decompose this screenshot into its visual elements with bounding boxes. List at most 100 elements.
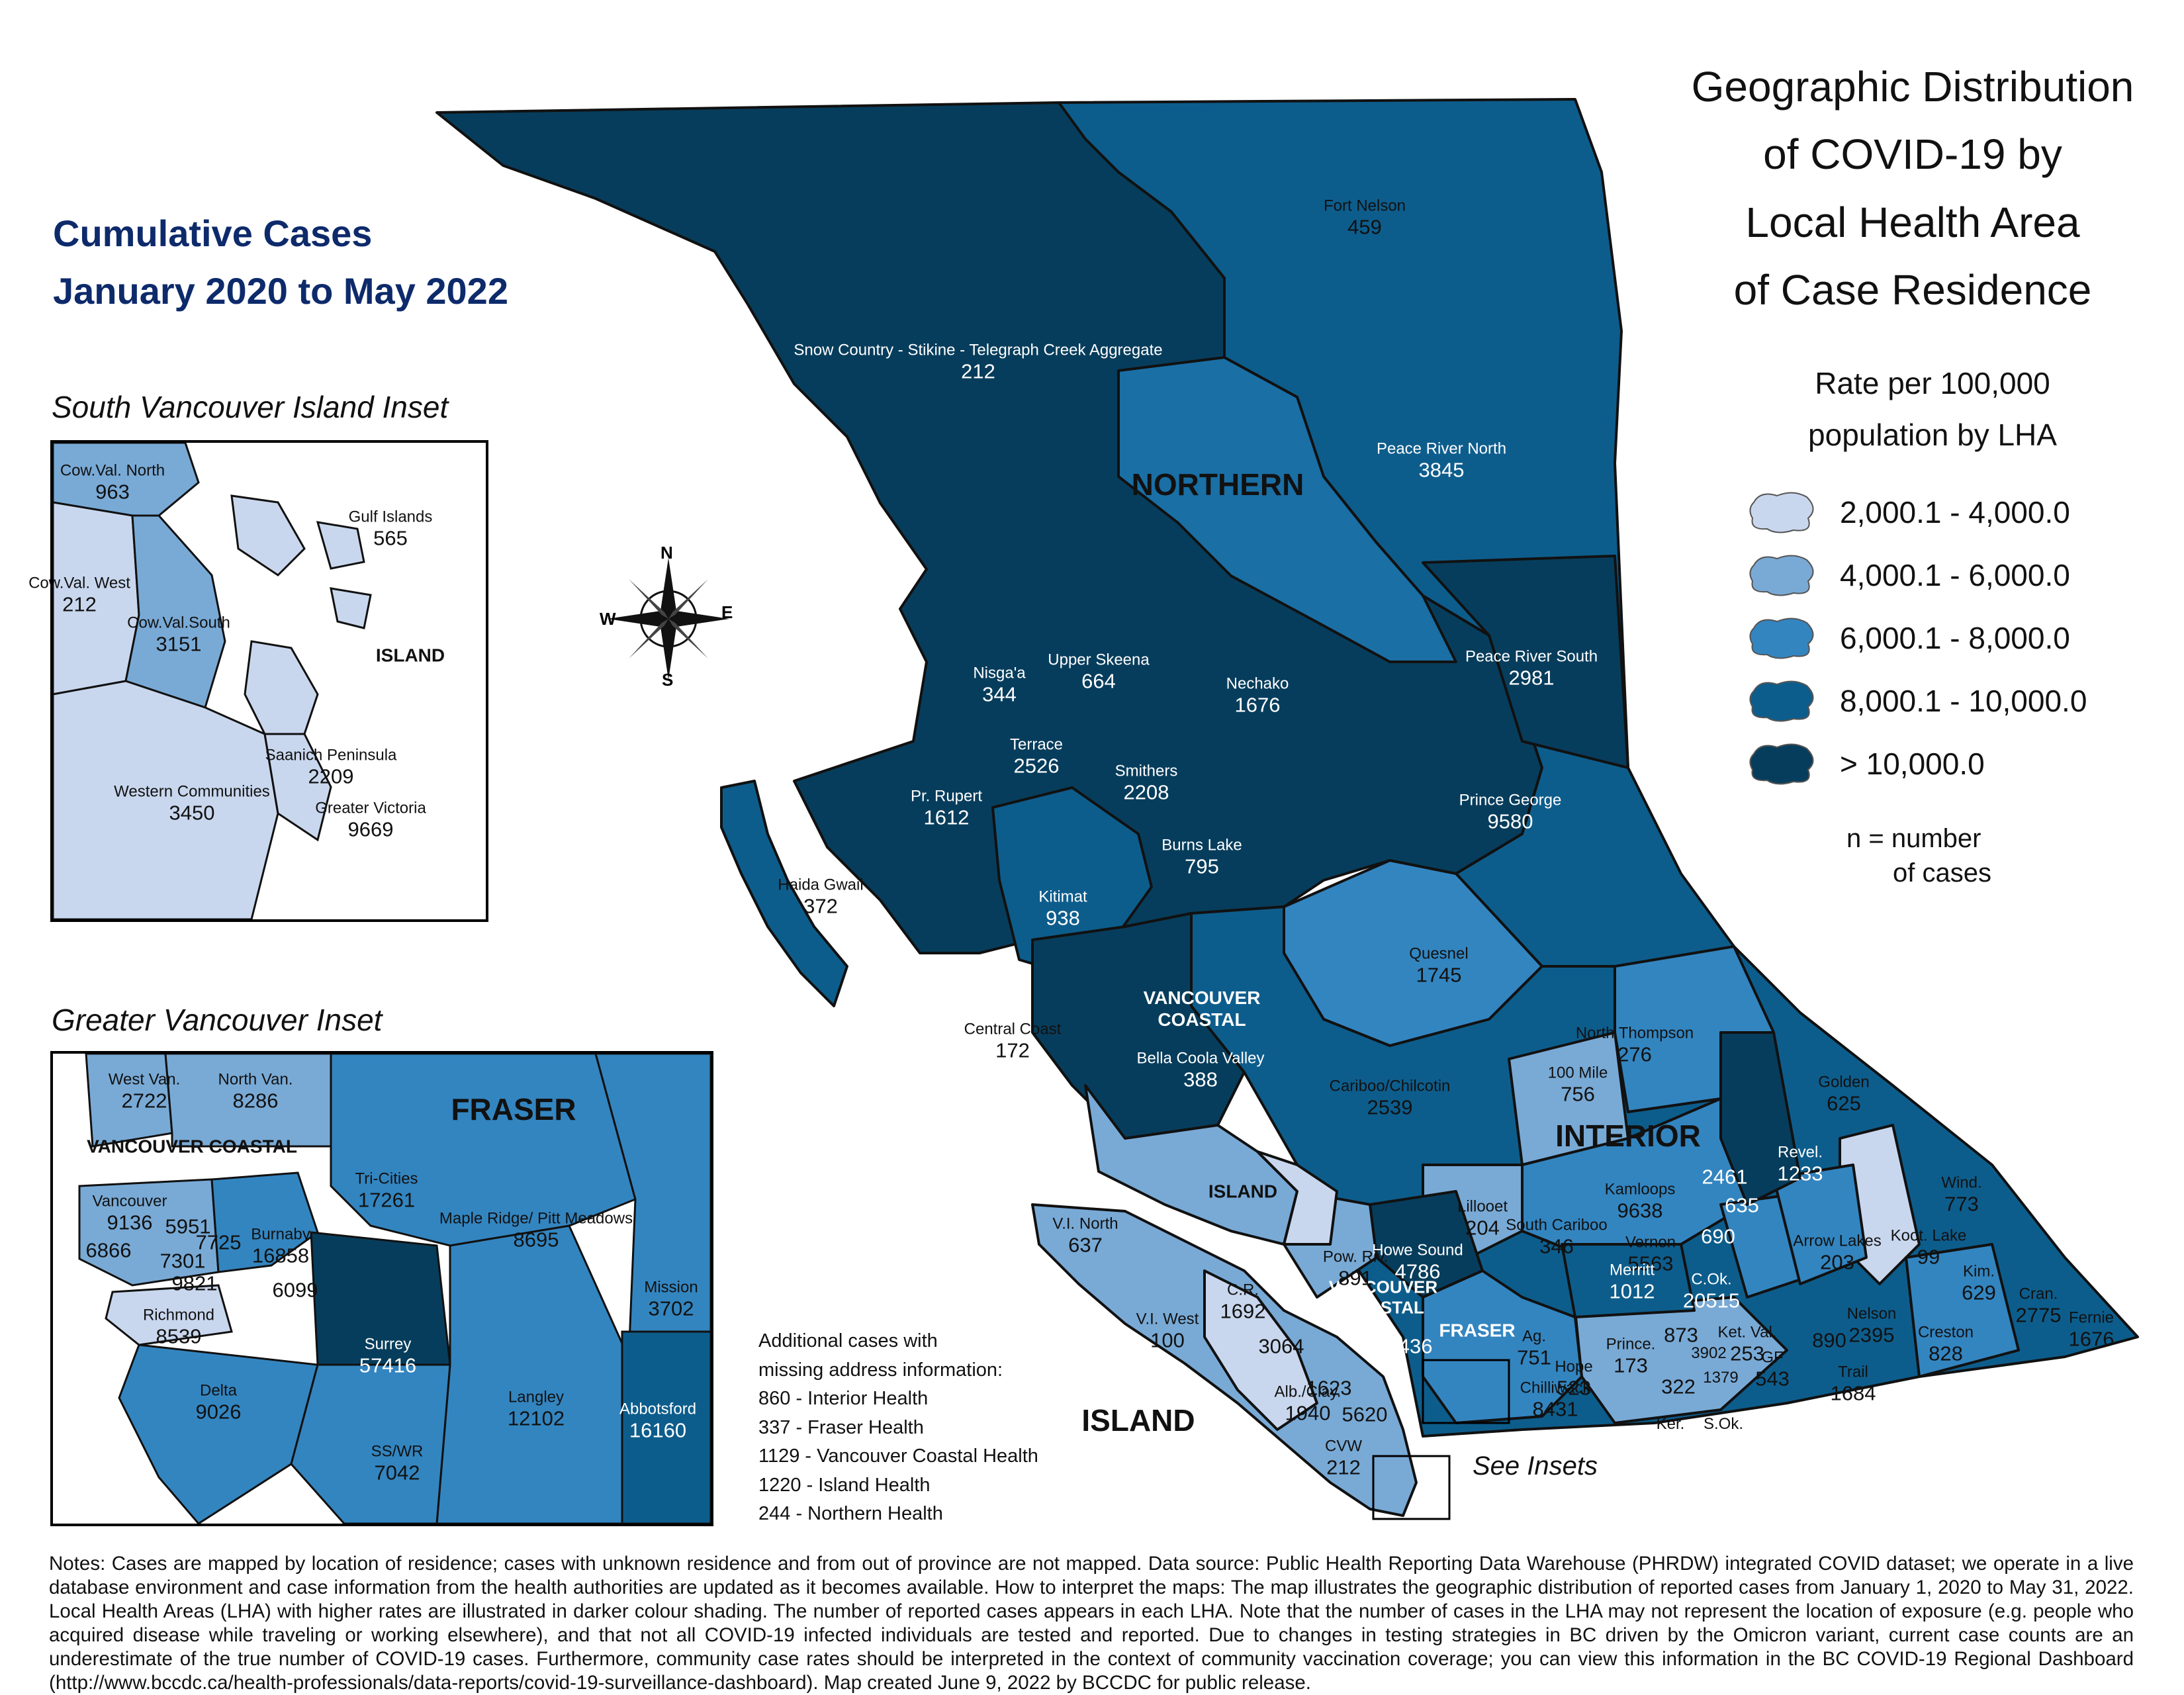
additional-heading-2: missing address information: <box>758 1359 1003 1381</box>
lha-label: Quesnel 1745 <box>1409 945 1468 988</box>
ha-label-interior: INTERIOR <box>1555 1118 1701 1153</box>
title-line-1: Geographic Distribution <box>1691 63 2134 111</box>
lha-name: Creston <box>1917 1323 1974 1342</box>
gv-area-label: Langley 12102 <box>508 1389 565 1432</box>
lha-cases: 1940 <box>1285 1401 1331 1425</box>
lha-label: Upper Skeena 664 <box>1048 651 1149 694</box>
lha-name: Kamloops <box>1604 1180 1676 1199</box>
gv-area-label: Delta 9026 <box>196 1382 242 1425</box>
lha-cases: 756 <box>1561 1082 1595 1106</box>
lha-name: Cariboo/Chilcotin <box>1329 1077 1451 1095</box>
gv-area-name: Burnaby <box>251 1225 310 1244</box>
gv-fraser-label: FRASER <box>451 1091 576 1126</box>
lha-name: North Thompson <box>1575 1024 1694 1042</box>
map-title: Geographic Distribution of COVID-19 by L… <box>1641 53 2184 324</box>
lha-cases: 346 <box>1539 1234 1574 1258</box>
gv-area-name: Vancouver <box>92 1192 167 1211</box>
lha-cases: 9580 <box>1487 809 1533 833</box>
lha-count: 3064 <box>1258 1334 1304 1358</box>
svi-area-name: Cow.Val. West <box>28 574 130 592</box>
legend-item: 6,000.1 - 8,000.0 <box>1747 606 2118 669</box>
additional-row: 244 - Northern Health <box>758 1503 943 1524</box>
gv-vancouver-coastal-label: VANCOUVER COASTAL <box>87 1136 297 1157</box>
legend-swatch <box>1749 680 1814 722</box>
compass-w: W <box>600 609 616 629</box>
gv-area-label: Mission 3702 <box>644 1279 698 1322</box>
lha-cases: 637 <box>1068 1233 1103 1257</box>
lha-label: Peace River South 2981 <box>1465 648 1598 691</box>
lha-name: Prince. <box>1606 1335 1656 1353</box>
lha-label: Fernie 1676 <box>2069 1309 2115 1352</box>
gv-subarea-count: 6099 <box>272 1278 318 1302</box>
n-note-line-2: of cases <box>1893 858 1991 888</box>
lha-name: Peace River North <box>1376 439 1507 458</box>
gv-area-name: Richmond <box>142 1306 215 1324</box>
inset-box-vancouver <box>1422 1359 1510 1424</box>
lha-name: Smithers <box>1115 762 1178 780</box>
region-revelstoke <box>1719 1031 1801 1206</box>
gv-area-name: Mission <box>644 1278 698 1297</box>
lha-name: Fernie <box>2068 1308 2115 1327</box>
gv-area-label: North Van. 8286 <box>218 1071 293 1114</box>
lha-label: Golden 625 <box>1818 1074 1869 1117</box>
lha-cases: 1684 <box>1830 1381 1876 1405</box>
lha-name: Prince George <box>1459 791 1562 809</box>
svi-area-label: Cow.Val.South 3151 <box>127 614 230 657</box>
svi-area-name: Gulf Islands <box>348 508 433 526</box>
lha-label: Fort Nelson 459 <box>1324 197 1406 240</box>
gv-subarea-count: 9821 <box>171 1271 218 1295</box>
gv-area-cases: 9136 <box>107 1211 153 1234</box>
lha-cases: 828 <box>1929 1342 1963 1365</box>
svi-area-cases: 3450 <box>169 801 215 825</box>
lha-name: 100 Mile <box>1547 1064 1608 1082</box>
legend-swatch <box>1749 618 1814 659</box>
lha-cases: 9638 <box>1617 1199 1663 1222</box>
lha-name: Quesnel <box>1409 944 1469 963</box>
gv-area-cases: 17261 <box>357 1188 416 1212</box>
gv-area-label: SS/WR 7042 <box>371 1443 424 1486</box>
lha-label: Merritt 1012 <box>1610 1261 1655 1305</box>
lha-label: C.R. 1692 <box>1220 1281 1266 1324</box>
region-peace-river-north <box>1117 356 1457 663</box>
gv-area-label: Richmond 8539 <box>143 1306 214 1350</box>
lha-label: Prince George 9580 <box>1459 792 1562 835</box>
lha-label: C.Ok. 20515 <box>1683 1271 1740 1314</box>
lha-label: Kamloops 9638 <box>1605 1181 1676 1224</box>
gv-area-name: SS/WR <box>371 1442 424 1461</box>
legend-item: 8,000.1 - 10,000.0 <box>1747 669 2118 732</box>
additional-heading-1: Additional cases with <box>758 1330 938 1351</box>
lha-label: Chilliwack 8431 <box>1520 1379 1591 1422</box>
svi-area-cases: 2209 <box>308 764 354 788</box>
lha-cases: 1692 <box>1220 1299 1266 1323</box>
lha-cases: 523 <box>1557 1376 1591 1400</box>
compass-s: S <box>662 670 674 690</box>
lha-label: Koot. Lake 99 <box>1891 1227 1967 1270</box>
gv-area-cases: 16160 <box>629 1418 687 1442</box>
lha-name: Revel. <box>1777 1143 1823 1162</box>
svi-area-cases: 9669 <box>347 817 394 841</box>
lha-cases: 2539 <box>1367 1095 1413 1119</box>
gv-area-label: Tri-Cities 17261 <box>355 1170 418 1213</box>
lha-cases: 1612 <box>923 805 970 829</box>
lha-cases: 1676 <box>2068 1327 2115 1351</box>
lha-label: Trail 1684 <box>1831 1363 1876 1406</box>
lha-label: Creston 828 <box>1918 1324 1974 1367</box>
lha-name: Ag. <box>1522 1327 1547 1346</box>
lha-label: North Thompson 276 <box>1576 1025 1694 1068</box>
ha-label-island-small: ISLAND <box>1208 1181 1278 1202</box>
lha-name: V.I. North <box>1052 1214 1118 1233</box>
lha-cases: 5563 <box>1627 1252 1674 1275</box>
lha-cases: 388 <box>1183 1068 1218 1091</box>
lha-label: Peace River North 3845 <box>1377 440 1506 483</box>
lha-label: Alb./Clay. 1940 <box>1275 1383 1342 1426</box>
lha-cases: 203 <box>1820 1250 1854 1274</box>
gv-area-label: Vancouver 9136 <box>93 1193 167 1236</box>
lha-cases: 2775 <box>2015 1303 2062 1327</box>
region-arrow-lakes <box>1772 1164 1868 1285</box>
lha-label: Snow Country - Stikine - Telegraph Creek… <box>794 342 1162 385</box>
lha-tiny-label: S.Ok. <box>1703 1414 1744 1433</box>
lha-cases: 344 <box>982 682 1017 706</box>
lha-label: Central Coast 172 <box>964 1021 1062 1064</box>
lha-name: Upper Skeena <box>1048 651 1150 669</box>
